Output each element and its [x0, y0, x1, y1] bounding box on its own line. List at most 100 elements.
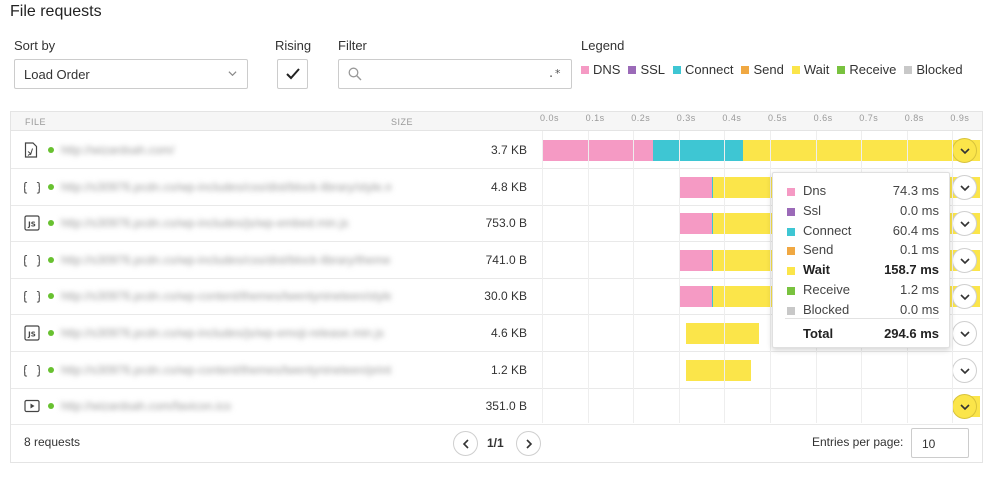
entries-per-page-label: Entries per page:: [812, 435, 904, 449]
timeline-tick: 0.6s: [813, 113, 833, 123]
rising-label: Rising: [275, 38, 312, 53]
chevron-down-icon: [960, 258, 970, 264]
legend-label: Legend: [581, 38, 625, 53]
tooltip-value: 60.4 ms: [892, 222, 939, 238]
expand-row-button[interactable]: [952, 174, 977, 200]
prev-page-button[interactable]: [453, 431, 478, 456]
timeline-gridline: [952, 131, 954, 423]
entries-per-page-input[interactable]: 10: [911, 428, 969, 458]
rising-checkbox[interactable]: [277, 59, 308, 89]
expand-row-button[interactable]: [952, 394, 977, 420]
chevron-down-icon: [960, 404, 970, 411]
tooltip-label: Connect: [803, 222, 852, 238]
regex-toggle[interactable]: .*: [547, 67, 561, 80]
filter-input[interactable]: [369, 64, 549, 84]
sort-select[interactable]: Load Order: [14, 59, 248, 89]
tooltip-swatch: [787, 247, 795, 256]
timing-bar-wait: [742, 140, 980, 161]
tooltip-label: Blocked: [803, 301, 850, 317]
file-size: 1.2 KB: [490, 362, 527, 377]
status-dot: [48, 220, 54, 227]
tooltip-value: 0.0 ms: [899, 202, 939, 218]
table-row[interactable]: http://wizardsah.com/favicon.ico 351.0 B: [11, 388, 982, 426]
search-icon: [348, 67, 362, 81]
timeline-gridline: [587, 131, 589, 423]
timing-bar-connect: [711, 176, 714, 198]
table-row[interactable]: JS http://s30976.pcdn.co/wp-includes/js/w…: [11, 315, 982, 352]
page-icon: [24, 142, 40, 158]
timeline-gridline: [678, 131, 680, 423]
expand-row-button[interactable]: [952, 284, 977, 310]
tooltip-value: 1.2 ms: [899, 282, 939, 297]
file-url[interactable]: http://s30976.pcdn.co/wp-includes/js/wp-…: [61, 326, 384, 340]
legend-swatch: [741, 65, 750, 74]
legend-item-wait: Wait: [791, 62, 830, 77]
file-size: 741.0 B: [485, 252, 527, 267]
expand-row-button[interactable]: [952, 138, 977, 163]
legend-swatch: [904, 65, 913, 74]
legend-swatch: [673, 65, 682, 74]
css-icon: { }: [21, 362, 43, 378]
css-icon: { }: [21, 179, 43, 195]
timeline-tick: 0.5s: [768, 113, 788, 123]
requests-table: FILE SIZE 0.0s 0.1s 0.2s 0.3s 0.4s 0.5s 0.6s 0.…: [10, 111, 983, 463]
timeline-tick: 0.1s: [585, 113, 605, 123]
legend-item-blocked: Blocked: [904, 62, 963, 77]
legend-label-text: SSL: [640, 62, 666, 77]
legend-label-text: Receive: [849, 62, 897, 77]
table-row[interactable]: { } http://s30976.pcdn.co/wp-content/them…: [11, 352, 982, 389]
timeline-tick: 0.3s: [676, 113, 696, 123]
table-row[interactable]: http://wizardsah.com/3.7 KB: [11, 132, 982, 169]
css-icon: { }: [21, 288, 43, 304]
status-dot: [48, 366, 54, 373]
tooltip-label: Wait: [803, 262, 830, 278]
timing-bar-dns: [678, 213, 712, 235]
col-size-header: SIZE: [391, 117, 414, 127]
file-url[interactable]: http://s30976.pcdn.co/wp-includes/js/wp-…: [61, 216, 349, 231]
legend-label-text: Send: [753, 62, 784, 77]
timing-bar-dns: [542, 140, 653, 161]
legend-label-text: Connect: [685, 62, 734, 77]
timing-bar-connect: [711, 213, 714, 235]
status-dot: [48, 256, 54, 263]
media-icon: [24, 398, 40, 414]
expand-row-button[interactable]: [952, 247, 977, 273]
status-dot: [48, 293, 54, 300]
file-url[interactable]: http://wizardsah.com/favicon.ico: [61, 399, 232, 414]
legend-item-ssl: SSL: [628, 62, 665, 77]
file-size: 3.7 KB: [490, 143, 527, 157]
tooltip-label: Send: [803, 242, 834, 258]
legend-swatch: [791, 65, 800, 74]
file-url[interactable]: http://s30976.pcdn.co/wp-includes/css/di…: [61, 252, 391, 267]
expand-row-button[interactable]: [952, 357, 977, 383]
svg-text:{ }: { }: [24, 180, 40, 194]
file-url[interactable]: http://s30976.pcdn.co/wp-content/themes/…: [61, 362, 391, 377]
timing-bar-dns: [678, 286, 712, 308]
file-url[interactable]: http://s30976.pcdn.co/wp-includes/css/di…: [61, 179, 391, 194]
chevron-down-icon: [960, 148, 970, 155]
tooltip-value: 0.1 ms: [899, 242, 939, 258]
tooltip-row-blocked: Blocked 0.0 ms: [785, 302, 939, 320]
chevron-down-icon: [960, 221, 970, 228]
request-count: 8 requests: [24, 435, 81, 449]
tooltip-swatch: [787, 306, 795, 315]
filter-field[interactable]: .*: [338, 59, 572, 89]
sort-label: Sort by: [14, 38, 56, 53]
timeline-tick: 0.4s: [722, 113, 742, 123]
expand-row-button[interactable]: [952, 211, 977, 237]
timing-bar-dns: [678, 249, 712, 271]
tooltip-value: 0.0 ms: [899, 301, 939, 317]
expand-row-button[interactable]: [952, 321, 977, 346]
file-size: 30.0 KB: [484, 289, 527, 304]
file-size: 4.8 KB: [490, 179, 527, 194]
tooltip-row-dns: Dns 74.3 ms: [785, 183, 939, 201]
col-file-header: FILE: [25, 117, 47, 127]
legend-label-text: DNS: [593, 62, 621, 77]
file-url[interactable]: http://s30976.pcdn.co/wp-content/themes/…: [61, 289, 391, 304]
next-page-button[interactable]: [516, 431, 541, 456]
file-url[interactable]: http://wizardsah.com/: [61, 143, 175, 157]
legend-swatch: [581, 65, 589, 74]
timing-bar-wait: [685, 323, 759, 344]
legend-label-text: Wait: [803, 62, 830, 77]
tooltip-row-receive: Receive 1.2 ms: [785, 282, 939, 300]
